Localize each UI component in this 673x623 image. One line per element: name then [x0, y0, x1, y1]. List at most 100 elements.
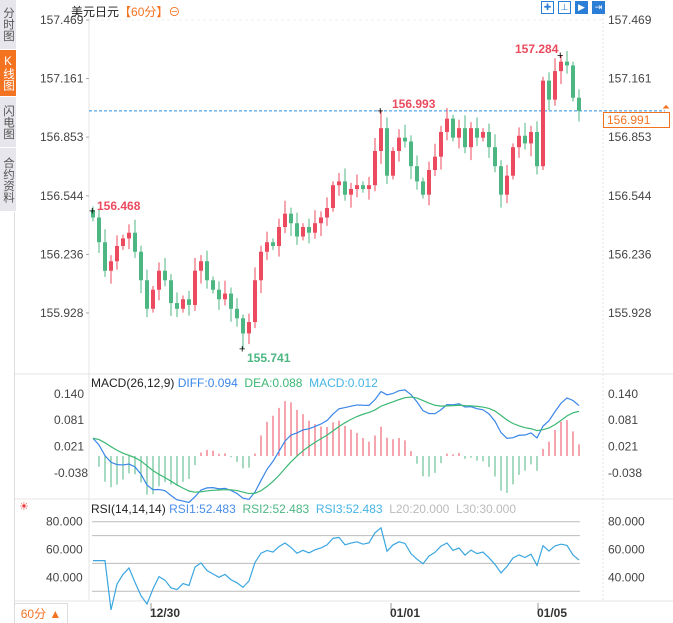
settings-sun-icon[interactable]: ☀ [19, 501, 29, 513]
candle-body [415, 166, 419, 182]
price-tick-right: 156.544 [608, 189, 652, 203]
period-selector[interactable]: 60分 ▲ [15, 603, 68, 623]
candle-body [517, 135, 521, 148]
rsi-tick-left: 40.000 [46, 570, 83, 584]
macd-value: MACD:0.012 [309, 376, 378, 390]
candle-body [535, 131, 539, 167]
candle-body [307, 227, 311, 233]
macd-tick-right: 0.140 [608, 387, 638, 401]
candle-body [451, 118, 455, 138]
zoom-out-icon[interactable]: ⊖ [168, 5, 181, 19]
price-up-arrow-icon: ⏶ [662, 102, 670, 113]
candle-body [493, 147, 497, 167]
candle-body [403, 137, 407, 142]
candle-body [145, 280, 149, 309]
candle-body [523, 135, 527, 144]
candle-body [205, 261, 209, 281]
candle-body [271, 242, 275, 247]
candle-body [439, 131, 443, 157]
play-icon[interactable]: ▶ [575, 1, 588, 14]
date-label: 01/05 [537, 606, 567, 620]
candle-body [475, 128, 479, 138]
candle-body [469, 128, 473, 148]
tab-flash-chart[interactable]: 闪电图 [0, 97, 16, 148]
candle-body [199, 261, 203, 271]
candle-body [313, 223, 317, 233]
price-tick-right: 157.469 [608, 13, 652, 27]
candle-body [289, 213, 293, 224]
candle-body [421, 181, 425, 195]
range-icon[interactable]: ⊥ [558, 1, 571, 14]
candle-body [487, 131, 491, 148]
candle-body [331, 185, 335, 209]
price-tick-right: 156.853 [608, 130, 652, 144]
candle-body [259, 251, 263, 281]
macd-tick-right: -0.038 [608, 466, 642, 480]
candle-body [283, 213, 287, 228]
macd-tick-left: 0.140 [54, 387, 84, 401]
current-price-label: 156.991 [603, 112, 670, 128]
tab-kline-chart[interactable]: K线图 [0, 50, 16, 97]
candle-body [367, 185, 371, 189]
swing-high-label: 156.993 [392, 97, 436, 111]
candle-body [211, 280, 215, 290]
macd-dea: DEA:0.088 [244, 376, 303, 390]
candle-body [175, 303, 179, 309]
candle-body [91, 210, 95, 218]
candle-body [481, 131, 485, 138]
candle-body [463, 128, 467, 148]
date-label: 01/01 [390, 606, 420, 620]
candle-body [295, 223, 299, 237]
candle-body [541, 80, 545, 167]
divider [14, 212, 15, 623]
tab-contract-info[interactable]: 合约资料 [0, 148, 16, 212]
price-tick-right: 157.161 [608, 72, 652, 86]
candle-body [115, 246, 119, 262]
candle-body [427, 169, 431, 195]
candle-body [127, 232, 131, 239]
period-label: 【60分】 [119, 5, 169, 19]
price-tick-left: 156.236 [40, 247, 84, 261]
candle-body [511, 147, 515, 176]
candle-body [325, 208, 329, 218]
price-tick-left: 157.161 [40, 72, 84, 86]
macd-tick-right: 0.021 [608, 440, 638, 454]
macd-tick-left: 0.081 [54, 413, 84, 427]
candle-body [103, 242, 107, 271]
candle-body [349, 188, 353, 195]
candle-body [379, 128, 383, 151]
candle-body [409, 141, 413, 167]
candle-body [397, 137, 401, 151]
jump-to-end-icon[interactable]: ⇥ [592, 1, 605, 14]
candle-body [457, 128, 461, 138]
rsi1: RSI1:52.483 [169, 502, 236, 516]
crosshair-icon[interactable]: ✚ [541, 1, 554, 14]
candle-body [337, 181, 341, 186]
price-tick-left: 156.853 [40, 130, 84, 144]
candle-body [247, 322, 251, 334]
candle-body [241, 318, 245, 334]
macd-tick-left: -0.038 [54, 466, 88, 480]
candle-body [217, 289, 221, 300]
rsi2: RSI2:52.483 [242, 502, 310, 516]
candle-body [385, 128, 389, 176]
candle-body [181, 299, 185, 309]
candle-body [529, 131, 533, 144]
rsi-tick-right: 60.000 [608, 543, 645, 557]
macd-tick-left: 0.021 [54, 440, 84, 454]
candle-body [133, 232, 137, 252]
tab-time-chart[interactable]: 分时图 [0, 0, 16, 50]
candle-body [229, 293, 233, 309]
candle-body [121, 238, 125, 247]
rsi-tick-right: 80.000 [608, 515, 645, 529]
candle-body [277, 227, 281, 247]
candle-body [223, 293, 227, 300]
chart-title: 美元日元【60分】⊖ [71, 3, 180, 20]
candle-body [565, 61, 569, 66]
candle-body [373, 150, 377, 186]
candle-body [235, 308, 239, 319]
price-tick-right: 155.928 [608, 306, 652, 320]
candle-body [361, 185, 365, 189]
candle-body [559, 61, 563, 72]
